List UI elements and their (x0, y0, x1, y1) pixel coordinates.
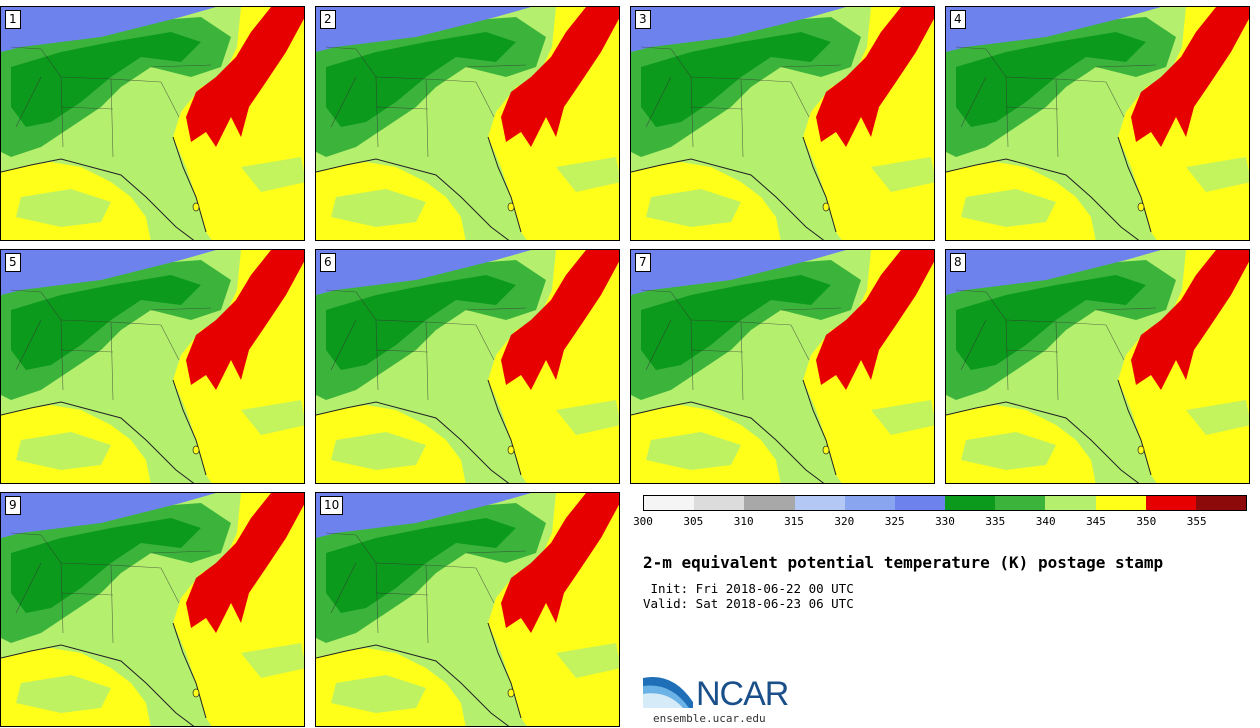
colorbar-segment (894, 496, 946, 510)
colorbar-tick-label: 355 (1186, 515, 1207, 528)
colorbar-tick-label: 305 (683, 515, 704, 528)
colorbar-tick-label: 315 (784, 515, 804, 528)
map-3 (631, 7, 934, 240)
map-7 (631, 250, 934, 483)
colorbar-segment (945, 496, 996, 510)
map-5 (1, 250, 304, 483)
colorbar-segment (694, 496, 745, 510)
figure-title: 2-m equivalent potential temperature (K)… (643, 553, 1164, 572)
colorbar-segment (1045, 496, 1096, 510)
colorbar-segment (744, 496, 795, 510)
member-label: 3 (635, 10, 651, 29)
colorbar-tick-label: 335 (985, 515, 1006, 528)
colorbar (643, 495, 1247, 511)
map-9 (1, 493, 304, 726)
colorbar-tick-labels: 300 305 310 315 320 325 330 335 340 345 350 355 (633, 515, 1247, 529)
member-label: 4 (950, 10, 966, 29)
valid-time: Valid: Sat 2018-06-23 06 UTC (643, 596, 854, 611)
member-label: 10 (320, 496, 344, 515)
colorbar-tick-label: 310 (733, 515, 754, 528)
ensemble-panel-5: 5 (0, 249, 305, 484)
ensemble-panel-9: 9 (0, 492, 305, 727)
map-4 (946, 7, 1249, 240)
colorbar-segment (1195, 496, 1247, 510)
map-6 (316, 250, 619, 483)
colorbar-segment (1145, 496, 1196, 510)
colorbar-tick-label: 330 (935, 515, 955, 528)
ensemble-panel-1: 1 (0, 6, 305, 241)
colorbar-segment (794, 496, 845, 510)
member-label: 5 (5, 253, 21, 272)
map-10 (316, 493, 619, 726)
colorbar-segment (995, 496, 1046, 510)
ensemble-panel-2: 2 (315, 6, 620, 241)
colorbar-tick-label: 325 (884, 515, 905, 528)
ncar-logo-icon (643, 677, 693, 708)
map-2 (316, 7, 619, 240)
member-label: 2 (320, 10, 336, 29)
ensemble-panel-7: 7 (630, 249, 935, 484)
colorbar-tick-label: 345 (1086, 515, 1106, 528)
ensemble-panel-3: 3 (630, 6, 935, 241)
colorbar-tick-label: 340 (1035, 515, 1056, 528)
member-label: 7 (635, 253, 651, 272)
member-label: 8 (950, 253, 966, 272)
ensemble-panel-6: 6 (315, 249, 620, 484)
member-label: 6 (320, 253, 336, 272)
colorbar-tick-label: 320 (834, 515, 855, 528)
ncar-wordmark: NCAR (696, 675, 789, 713)
ensemble-panel-8: 8 (945, 249, 1250, 484)
colorbar-segment (844, 496, 895, 510)
map-1 (1, 7, 304, 240)
map-8 (946, 250, 1249, 483)
colorbar-segment (1095, 496, 1146, 510)
ensemble-panel-4: 4 (945, 6, 1250, 241)
member-label: 1 (5, 10, 21, 29)
colorbar-segment (644, 496, 695, 510)
colorbar-tick-label: 300 (633, 515, 653, 528)
member-label: 9 (5, 496, 21, 515)
init-time: Init: Fri 2018-06-22 00 UTC (643, 581, 854, 596)
ensemble-url: ensemble.ucar.edu (653, 712, 766, 725)
ensemble-panel-10: 10 (315, 492, 620, 727)
colorbar-tick-label: 350 (1136, 515, 1157, 528)
